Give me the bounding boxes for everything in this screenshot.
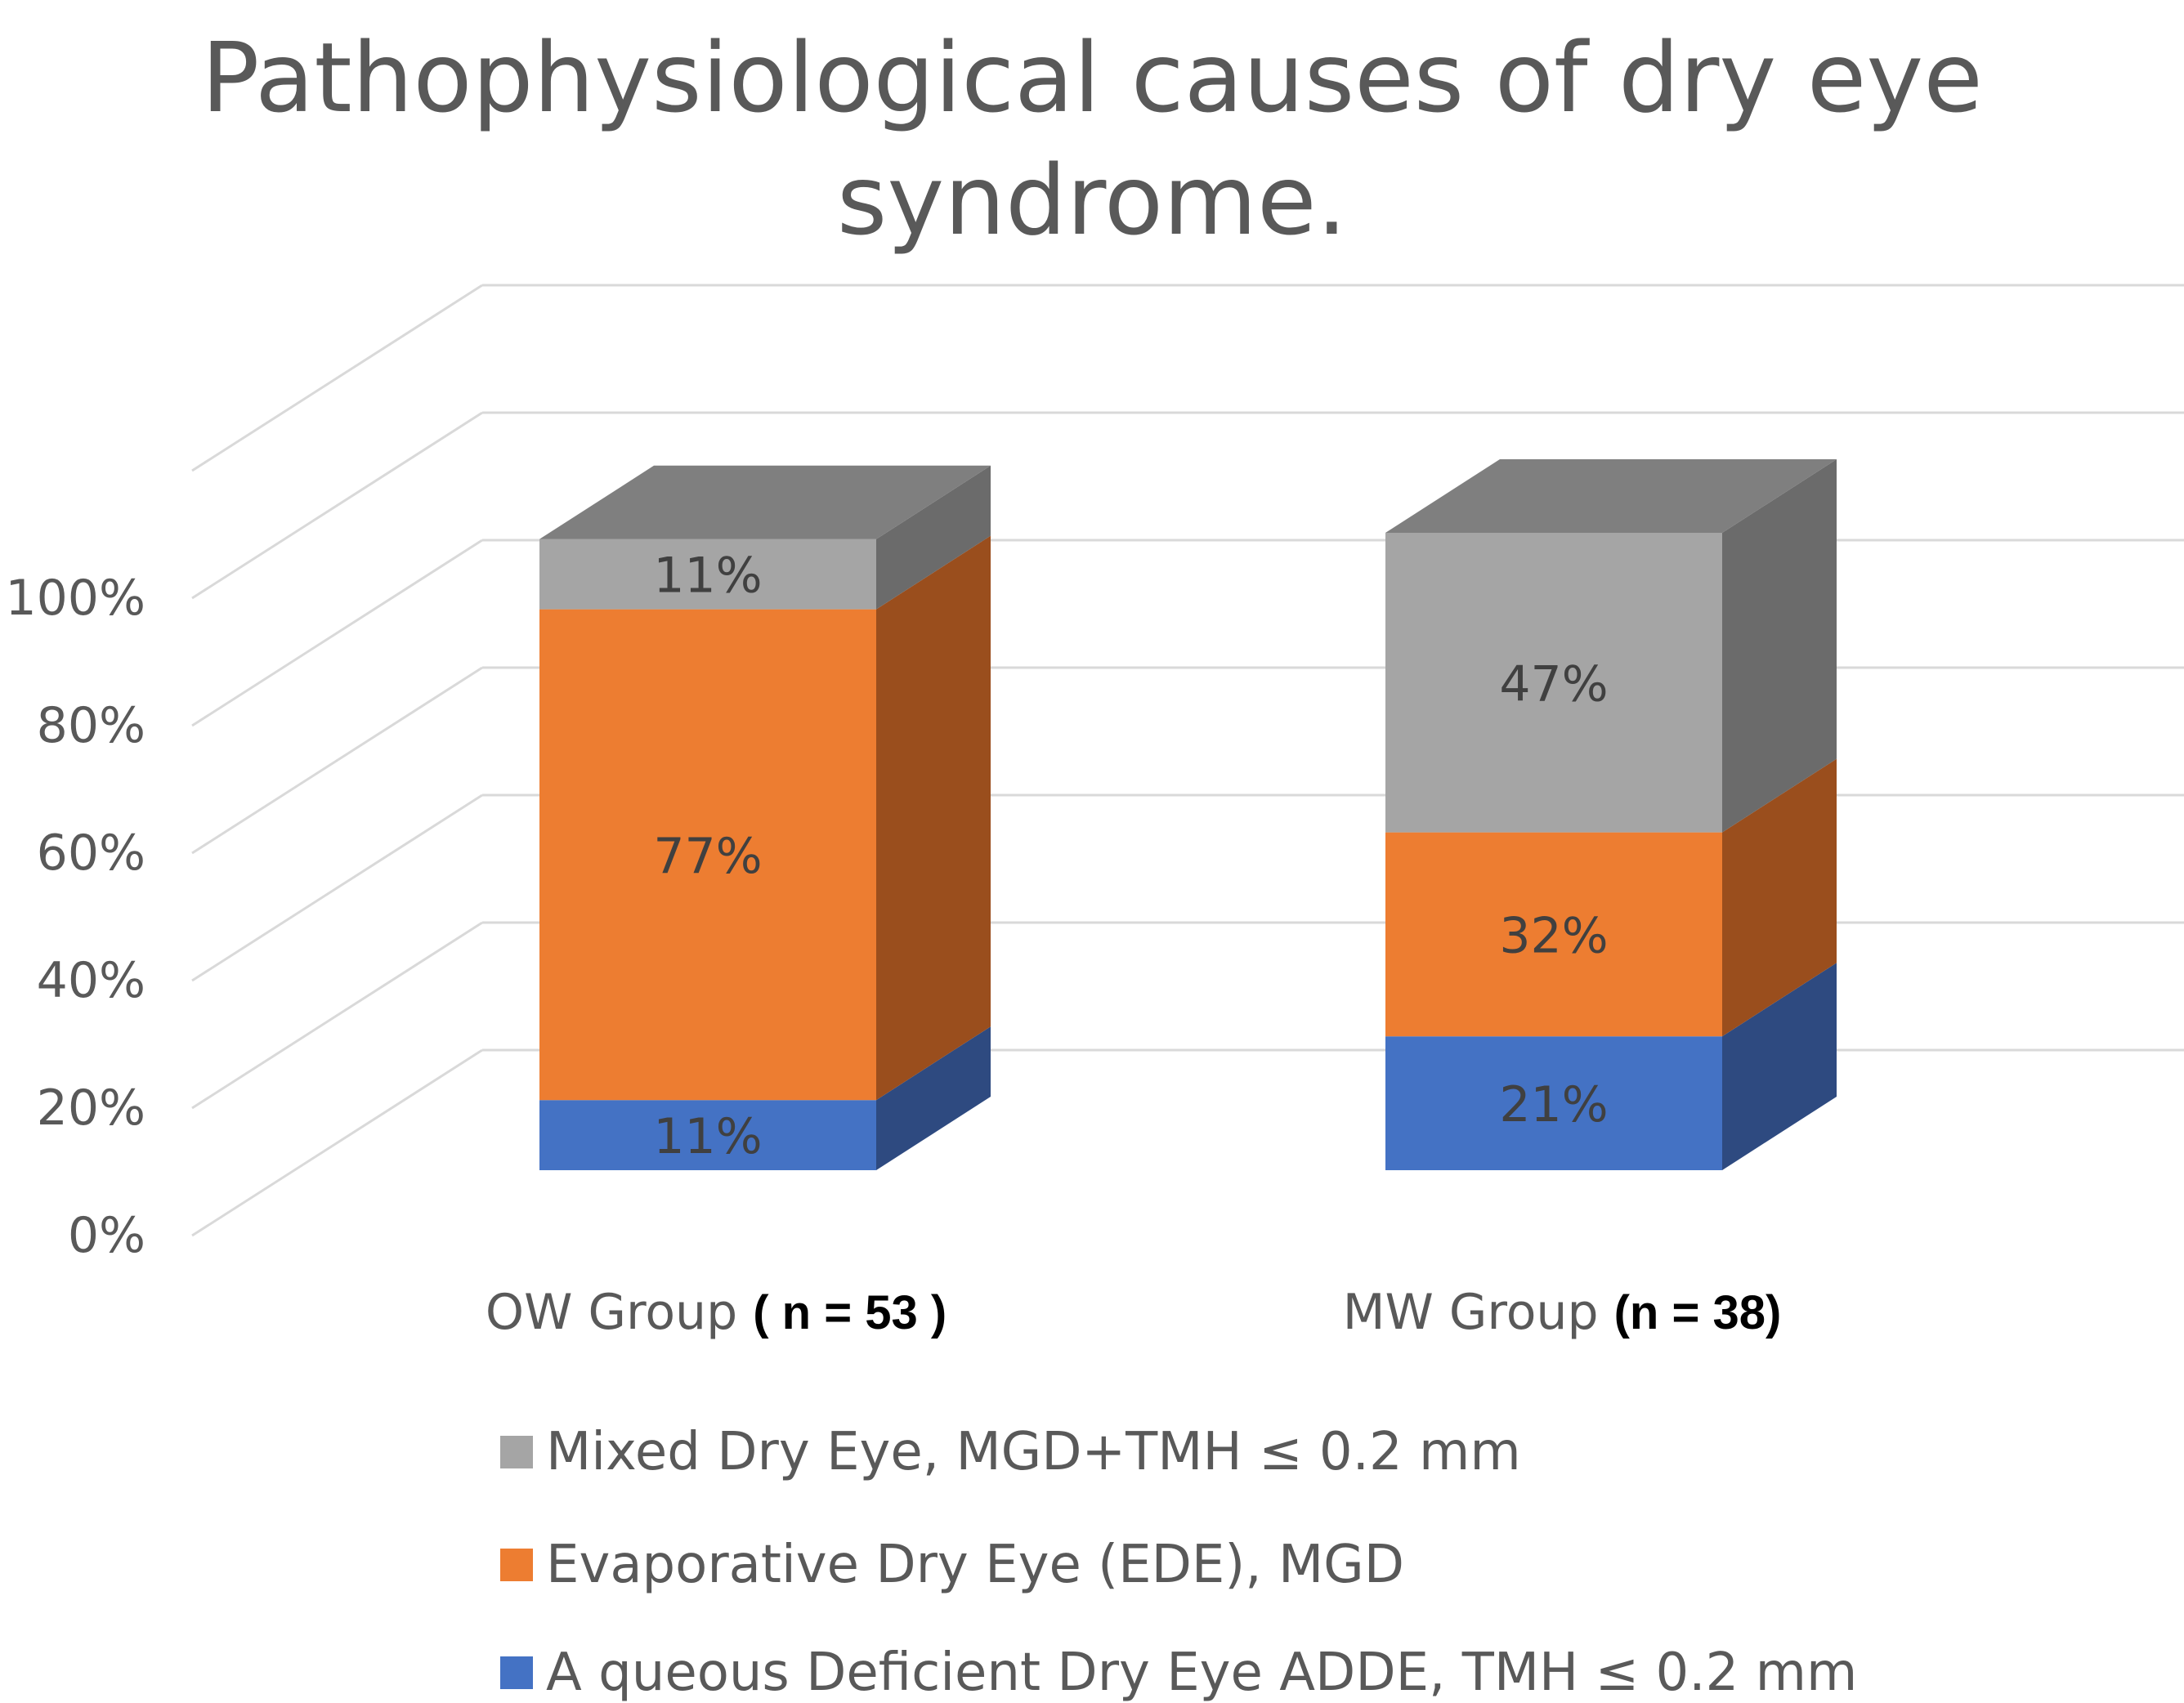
- gridlines: [191, 284, 2184, 1237]
- legend-item-evaporative: Evaporative Dry Eye (EDE), MGD: [500, 1535, 1404, 1595]
- bar-front: [1385, 533, 1722, 833]
- category-name: MW Group: [1343, 1284, 1614, 1341]
- bar-side: [876, 1026, 991, 1170]
- bar-side: [1722, 963, 1837, 1170]
- legend-item-mixed: Mixed Dry Eye, MGD+TMH ≤ 0.2 mm: [500, 1422, 1521, 1482]
- data-label: 77%: [653, 828, 762, 885]
- gridline-depth: [191, 1048, 483, 1237]
- x-category-label: MW Group (n = 38): [1343, 1284, 1782, 1341]
- bar-side: [1722, 459, 1837, 833]
- category-n: ( n = 53 ): [753, 1286, 947, 1339]
- legend-swatch-evaporative: [500, 1549, 533, 1581]
- bar-side: [876, 535, 991, 1101]
- bar-segment: [1385, 963, 1837, 1170]
- y-tick-label: 20%: [37, 1079, 145, 1137]
- y-tick-label: 40%: [37, 952, 145, 1009]
- legend-swatch-mixed: [500, 1436, 533, 1468]
- data-labels: 11% 77% 11% 21% 32% 47%: [653, 548, 1608, 1165]
- data-label: 11%: [653, 548, 762, 605]
- data-label: 21%: [1499, 1076, 1608, 1133]
- gridline-depth: [191, 793, 483, 982]
- legend-swatch-aqueous: [500, 1656, 533, 1689]
- gridline-depth: [191, 921, 483, 1110]
- x-axis: OW Group ( n = 53 ) MW Group (n = 38): [486, 1284, 1781, 1341]
- bar-front: [1385, 832, 1722, 1037]
- bar-front: [1385, 1036, 1722, 1170]
- category-name: OW Group: [486, 1284, 753, 1341]
- bar-segment: [539, 465, 991, 610]
- bar-front: [539, 539, 876, 610]
- gridline-depth: [191, 539, 483, 727]
- gridline-depth: [191, 284, 483, 472]
- data-label: 47%: [1499, 655, 1608, 713]
- bars: [539, 459, 1837, 1170]
- y-tick-label: 60%: [37, 825, 145, 882]
- y-tick-label: 0%: [68, 1207, 145, 1264]
- bar-segment: [539, 1026, 991, 1170]
- bar-front: [539, 1100, 876, 1170]
- bar-side: [876, 465, 991, 610]
- x-category-label: OW Group ( n = 53 ): [486, 1284, 947, 1341]
- legend-label-aqueous: A queous Deficient Dry Eye ADDE, TMH ≤ 0…: [546, 1643, 1858, 1703]
- y-tick-label: 80%: [37, 697, 145, 754]
- category-n: (n = 38): [1614, 1286, 1782, 1339]
- bar-top: [1385, 459, 1837, 533]
- bar-segment: [539, 535, 991, 1101]
- bar-top: [539, 465, 991, 539]
- gridline-depth: [191, 411, 483, 600]
- bar-segment: [1385, 758, 1837, 1037]
- data-label: 32%: [1499, 907, 1608, 964]
- y-axis: 0% 20% 40% 60% 80% 100%: [5, 570, 145, 1264]
- y-tick-label: 100%: [5, 570, 145, 627]
- gridline-depth: [191, 666, 483, 855]
- bar-segment: [1385, 459, 1837, 833]
- bar-side: [1722, 758, 1837, 1037]
- legend-item-aqueous: A queous Deficient Dry Eye ADDE, TMH ≤ 0…: [500, 1643, 1857, 1703]
- data-label: 11%: [653, 1108, 762, 1165]
- chart-title: Pathophysiological causes of dry eye syn…: [201, 21, 1983, 257]
- bar-front: [539, 609, 876, 1101]
- legend-label-evaporative: Evaporative Dry Eye (EDE), MGD: [546, 1535, 1405, 1595]
- legend-label-mixed: Mixed Dry Eye, MGD+TMH ≤ 0.2 mm: [546, 1422, 1521, 1482]
